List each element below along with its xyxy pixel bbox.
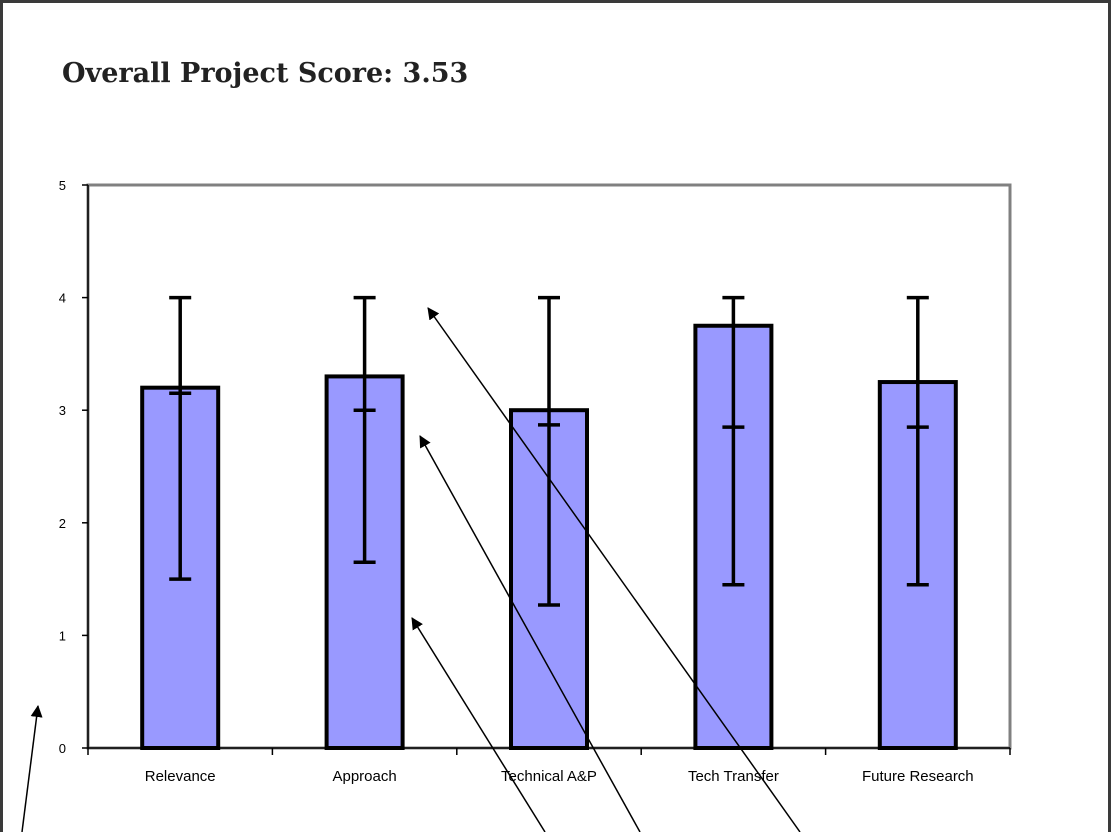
- y-tick-label: 1: [59, 628, 66, 643]
- x-category-label: Approach: [332, 768, 396, 785]
- x-category-label: Future Research: [862, 768, 974, 785]
- error-bars: [169, 295, 929, 607]
- y-tick-label: 5: [59, 178, 66, 193]
- x-category-label: Relevance: [145, 768, 216, 785]
- annotation-arrow-axis: [21, 705, 43, 832]
- y-tick-label: 4: [59, 291, 66, 306]
- x-category-label: Tech Transfer: [688, 768, 779, 785]
- annotation-arrow-mid: [419, 435, 641, 832]
- y-tick-label: 3: [59, 403, 66, 418]
- y-tick-label: 0: [59, 741, 66, 756]
- x-axis: Relevance Approach Technical A&P Tech Trans…: [87, 747, 1011, 785]
- y-tick-label: 2: [59, 516, 66, 531]
- chart-title: Overall Project Score: 3.53: [62, 58, 469, 89]
- x-category-label: Technical A&P: [501, 768, 597, 785]
- annotation-arrow-high: [427, 307, 801, 832]
- y-axis: 0 1 2 3 4 5: [59, 178, 89, 756]
- annotation-arrows: [21, 307, 801, 832]
- annotation-arrow-bar: [411, 617, 546, 832]
